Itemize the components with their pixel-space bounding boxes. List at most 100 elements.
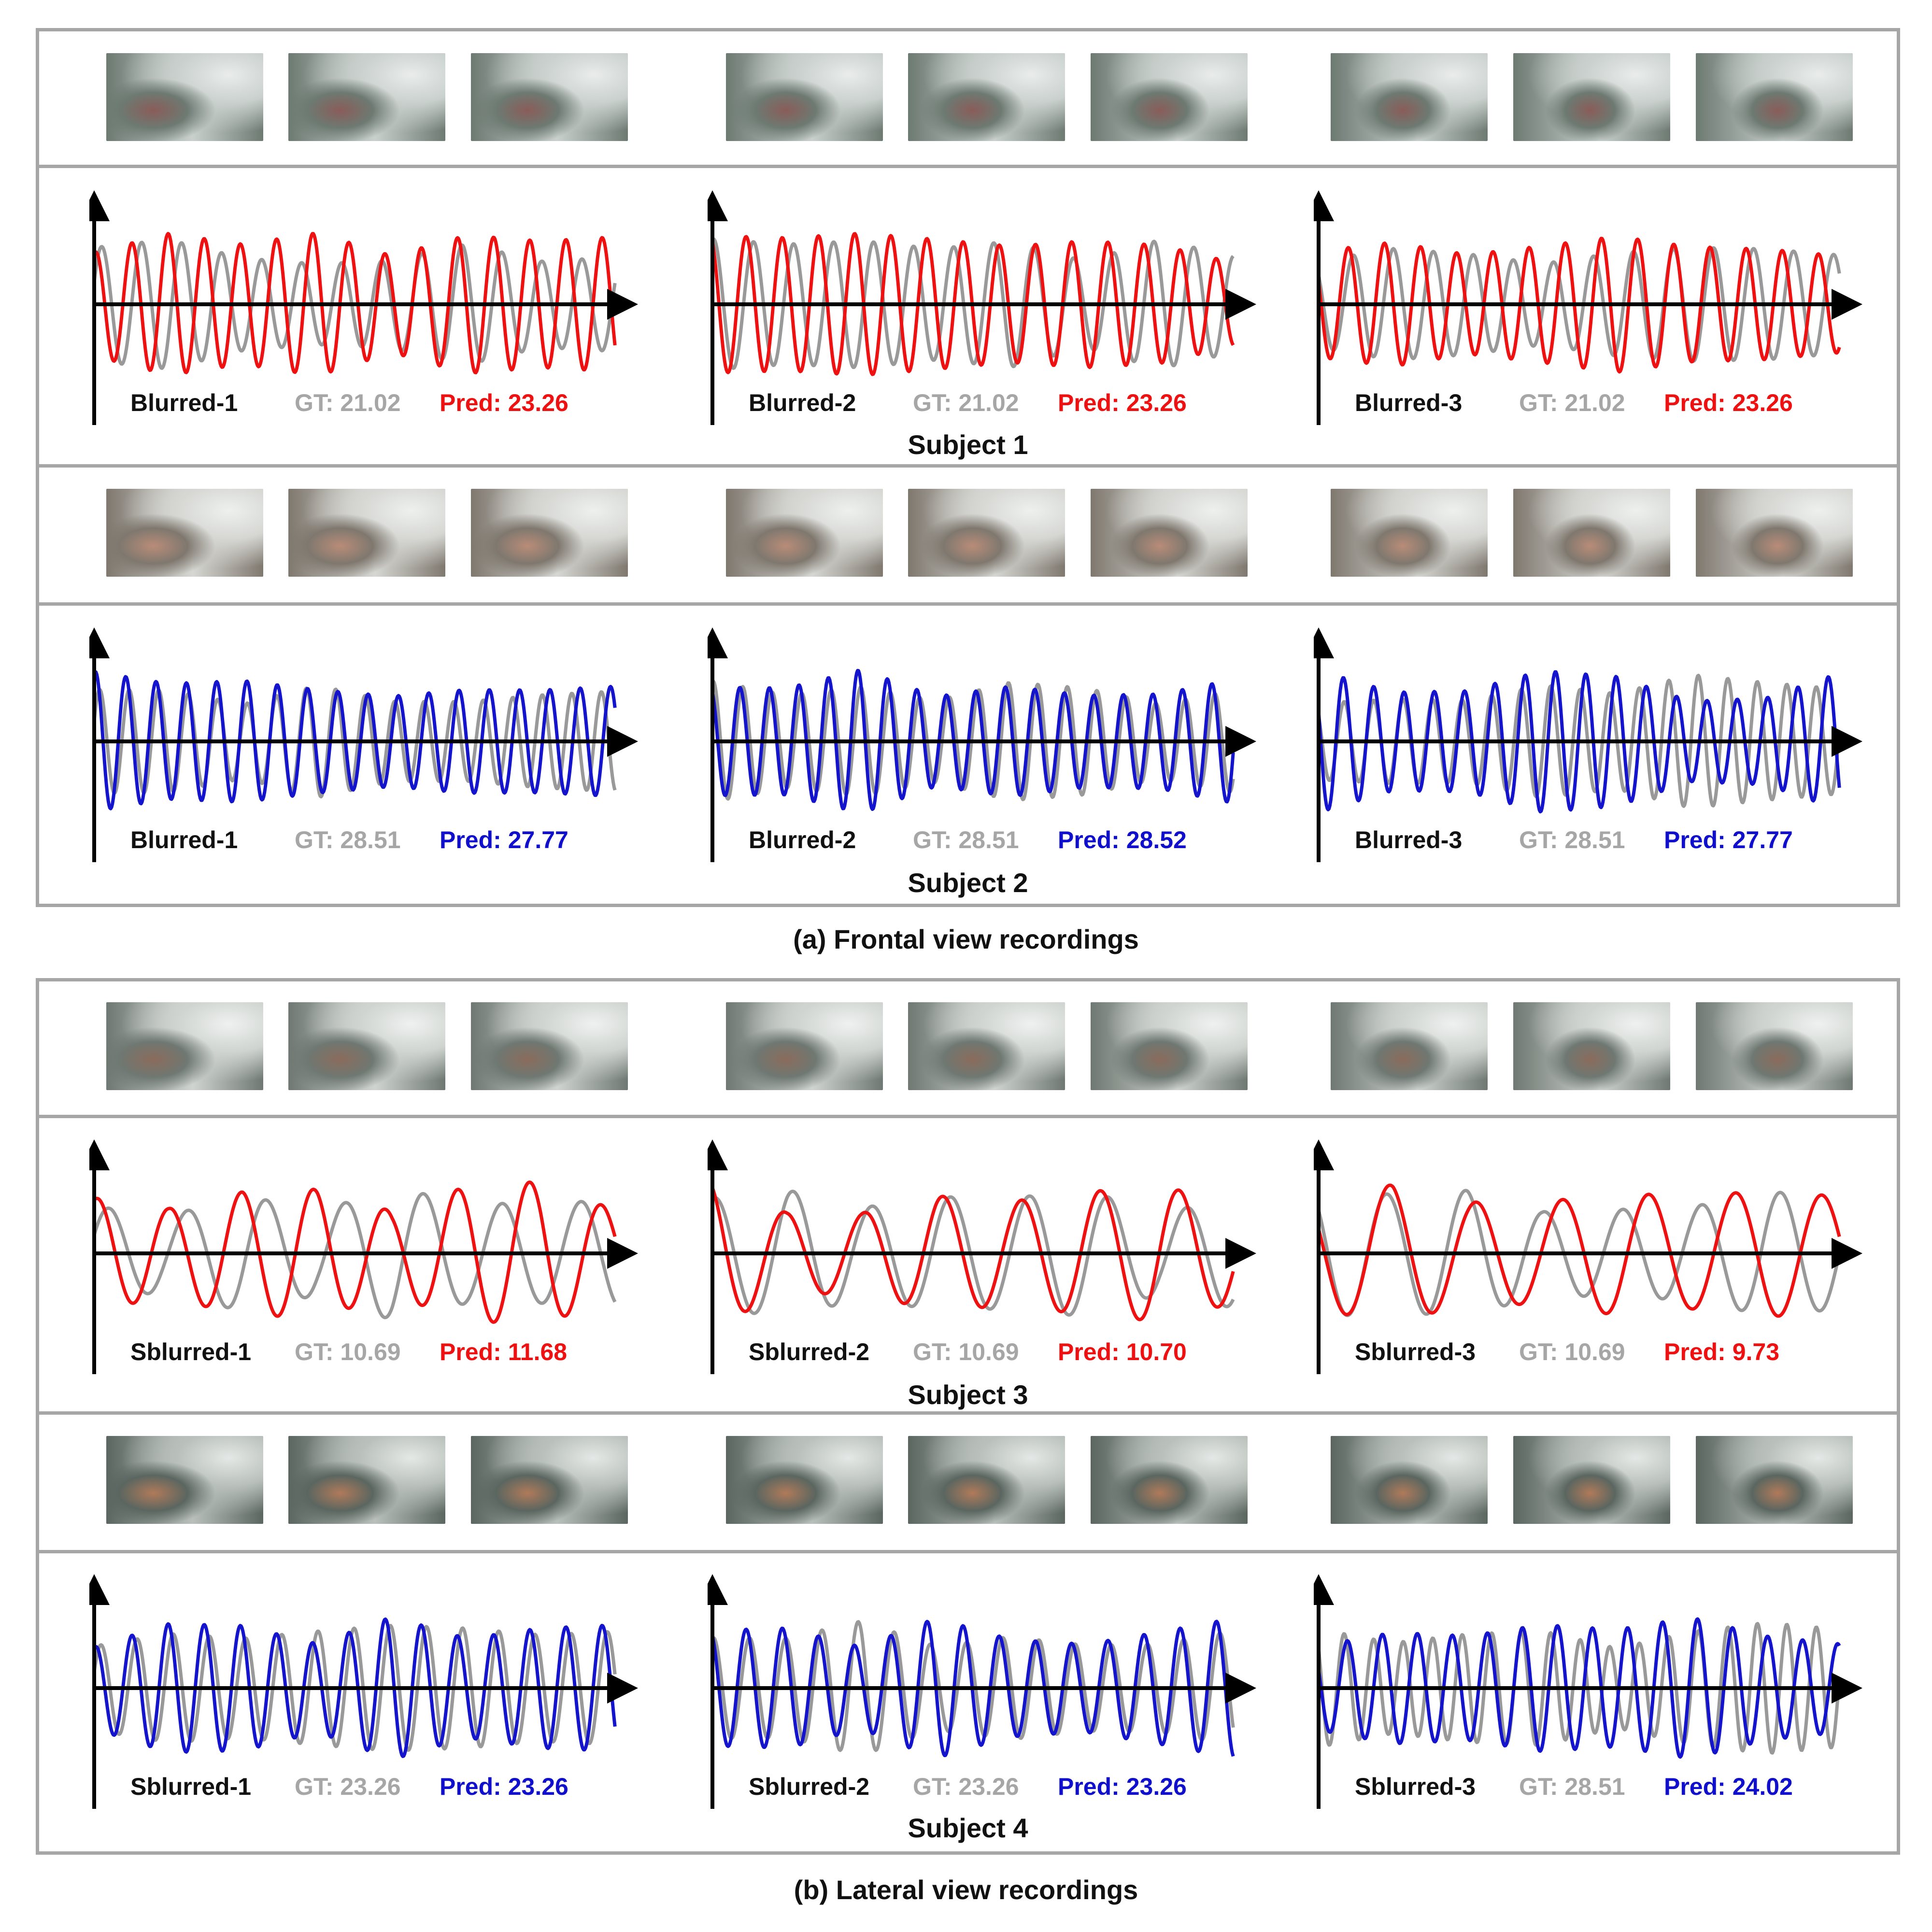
gt-value-label: GT: 10.69 <box>1519 1338 1625 1365</box>
gt-series-line <box>711 679 1235 801</box>
pred-series-line <box>93 1180 617 1324</box>
subject-label: Subject 4 <box>908 1813 1028 1843</box>
condition-label: Blurred-3 <box>1355 826 1463 853</box>
condition-label: Blurred-2 <box>749 389 856 416</box>
video-frame-thumbnail <box>1513 53 1670 141</box>
video-frame-thumbnail <box>1091 1436 1248 1524</box>
pred-series-line <box>1317 670 1841 814</box>
pred-series-line <box>710 232 1235 376</box>
divider <box>36 1550 1900 1553</box>
gt-series-line <box>92 1192 617 1320</box>
video-frame-thumbnail <box>908 1436 1065 1524</box>
pred-value-label: Pred: 23.26 <box>1058 1773 1187 1800</box>
video-frame-thumbnail <box>908 489 1065 577</box>
subject-label: Subject 2 <box>908 867 1028 898</box>
divider <box>36 464 1900 468</box>
gt-value-label: GT: 23.26 <box>295 1773 401 1800</box>
waveform-plot <box>708 1574 1256 1809</box>
condition-label: Sblurred-3 <box>1355 1773 1476 1800</box>
subject-label: Subject 1 <box>908 429 1028 460</box>
waveform-plot <box>708 627 1256 862</box>
video-frame-thumbnail <box>471 1002 628 1090</box>
gt-series-line <box>92 1624 617 1752</box>
waveform-plot <box>89 627 638 862</box>
divider <box>36 1115 1900 1118</box>
gt-value-label: GT: 21.02 <box>1519 389 1625 416</box>
video-frame-thumbnail <box>1696 489 1853 577</box>
video-frame-thumbnail <box>1091 53 1248 141</box>
gt-value-label: GT: 28.51 <box>913 826 1019 853</box>
condition-label: Sblurred-1 <box>130 1773 252 1800</box>
pred-series-line <box>710 1187 1235 1321</box>
divider <box>36 165 1900 168</box>
pred-value-label: Pred: 23.26 <box>440 1773 568 1800</box>
waveform-plot <box>708 1139 1256 1374</box>
condition-label: Sblurred-3 <box>1355 1338 1476 1365</box>
video-frame-thumbnail <box>1513 1002 1670 1090</box>
pred-value-label: Pred: 27.77 <box>440 826 568 853</box>
video-frame-thumbnail <box>1331 1436 1488 1524</box>
gt-value-label: GT: 21.02 <box>295 389 401 416</box>
gt-value-label: GT: 21.02 <box>913 389 1019 416</box>
video-frame-thumbnail <box>106 1002 263 1090</box>
gt-series-line <box>1317 673 1841 808</box>
video-frame-thumbnail <box>1331 489 1488 577</box>
waveform-plot <box>708 190 1256 425</box>
video-frame-thumbnail <box>288 1436 445 1524</box>
video-frame-thumbnail <box>1331 53 1488 141</box>
waveform-plot <box>1314 1574 1862 1809</box>
pred-value-label: Pred: 10.70 <box>1058 1338 1187 1365</box>
waveform-plot <box>1314 627 1862 862</box>
gt-series-line <box>1317 1189 1841 1317</box>
gt-series-line <box>711 1190 1235 1317</box>
gt-value-label: GT: 23.26 <box>913 1773 1019 1800</box>
pred-value-label: Pred: 23.26 <box>1058 389 1187 416</box>
waveform-plot <box>89 1139 638 1374</box>
pred-value-label: Pred: 9.73 <box>1664 1338 1780 1365</box>
waveform-plot <box>89 1574 638 1809</box>
pred-value-label: Pred: 23.26 <box>1664 389 1793 416</box>
gt-value-label: GT: 28.51 <box>295 826 401 853</box>
gt-series-line <box>1317 246 1841 363</box>
divider <box>36 1411 1900 1415</box>
lateral-view-section <box>36 978 1900 1855</box>
caption-lateral: (b) Lateral view recordings <box>794 1875 1138 1905</box>
condition-label: Sblurred-2 <box>749 1338 870 1365</box>
video-frame-thumbnail <box>908 1002 1065 1090</box>
video-frame-thumbnail <box>1331 1002 1488 1090</box>
video-frame-thumbnail <box>1091 1002 1248 1090</box>
video-frame-thumbnail <box>471 489 628 577</box>
gt-series-line <box>92 241 617 370</box>
video-frame-thumbnail <box>1513 489 1670 577</box>
frontal-view-section <box>36 28 1900 907</box>
video-frame-thumbnail <box>726 1002 883 1090</box>
pred-value-label: Pred: 11.68 <box>440 1338 568 1365</box>
pred-value-label: Pred: 23.26 <box>440 389 568 416</box>
pred-series-line <box>92 670 617 810</box>
condition-label: Blurred-3 <box>1355 389 1463 416</box>
pred-series-line <box>92 1617 617 1758</box>
video-frame-thumbnail <box>288 53 445 141</box>
video-frame-thumbnail <box>288 489 445 577</box>
condition-label: Sblurred-1 <box>130 1338 252 1365</box>
gt-series-line <box>1317 1622 1841 1755</box>
video-frame-thumbnail <box>471 1436 628 1524</box>
gt-value-label: GT: 28.51 <box>1519 826 1625 853</box>
video-frame-thumbnail <box>106 489 263 577</box>
gt-value-label: GT: 10.69 <box>913 1338 1019 1365</box>
pred-series-line <box>92 232 617 374</box>
video-frame-thumbnail <box>1696 1436 1853 1524</box>
gt-value-label: GT: 28.51 <box>1519 1773 1625 1800</box>
pred-series-line <box>710 668 1235 811</box>
video-frame-thumbnail <box>1696 53 1853 141</box>
divider <box>36 602 1900 606</box>
subject-label: Subject 3 <box>908 1379 1028 1410</box>
waveform-plot <box>1314 1139 1862 1374</box>
pred-series-line <box>710 1619 1235 1757</box>
video-frame-thumbnail <box>1696 1002 1853 1090</box>
video-frame-thumbnail <box>1091 489 1248 577</box>
waveform-plot <box>89 190 638 425</box>
video-frame-thumbnail <box>288 1002 445 1090</box>
pred-series-line <box>1317 1183 1841 1318</box>
condition-label: Blurred-2 <box>749 826 856 853</box>
